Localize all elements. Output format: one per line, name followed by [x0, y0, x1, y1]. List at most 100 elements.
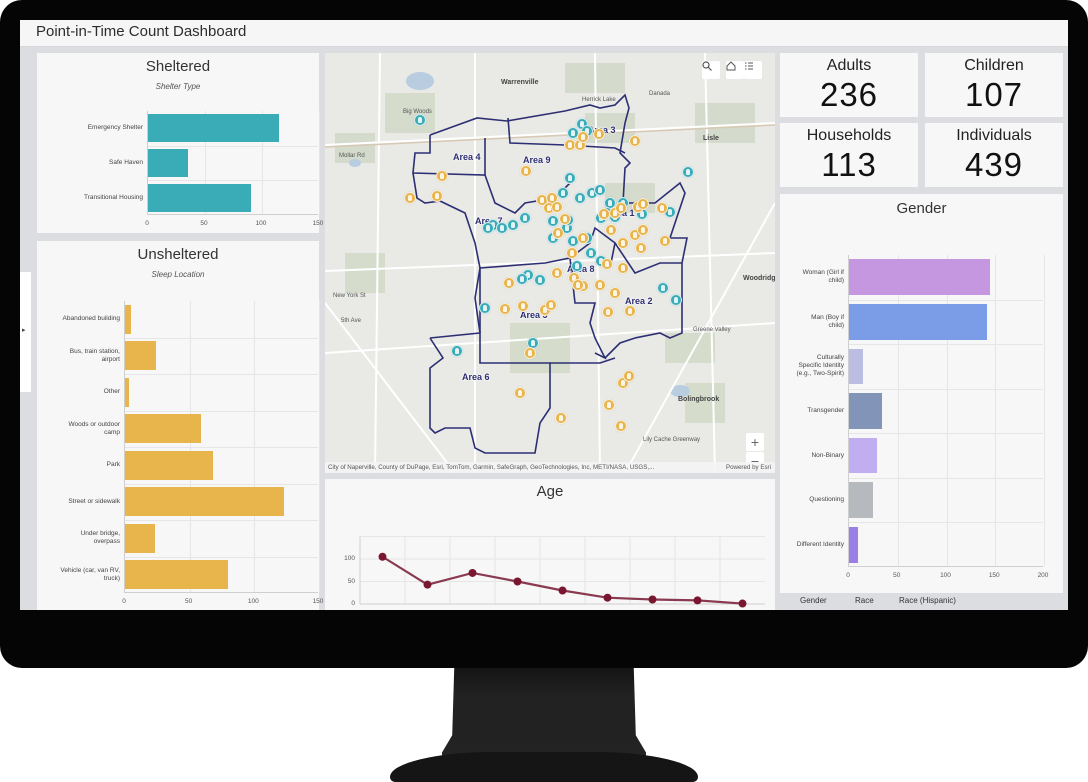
data-point[interactable] — [468, 568, 477, 577]
map-view[interactable]: Warrenville Lisle Woodridge Bolingbrook … — [325, 53, 775, 473]
unsheltered-marker[interactable] — [617, 237, 629, 249]
unsheltered-marker[interactable] — [436, 170, 448, 182]
unsheltered-marker[interactable] — [656, 202, 668, 214]
bar[interactable] — [849, 304, 988, 340]
shelter-marker[interactable] — [557, 187, 569, 199]
bar[interactable] — [125, 304, 132, 334]
unsheltered-marker[interactable] — [545, 299, 557, 311]
people-icon — [561, 190, 565, 196]
data-point[interactable] — [648, 595, 657, 604]
shelter-marker[interactable] — [594, 184, 606, 196]
unsheltered-marker[interactable] — [577, 232, 589, 244]
tab-race[interactable]: Race — [855, 596, 874, 605]
unsheltered-bar-chart: 0 50 100 150 Abandoned building Bus, train st… — [37, 293, 323, 610]
unsheltered-marker[interactable] — [629, 135, 641, 147]
unsheltered-marker[interactable] — [623, 370, 635, 382]
unsheltered-marker[interactable] — [404, 192, 416, 204]
bar[interactable] — [125, 560, 229, 590]
bar[interactable] — [125, 450, 213, 480]
unsheltered-marker[interactable] — [602, 306, 614, 318]
zoom-in-button[interactable]: + — [746, 433, 764, 451]
shelter-marker[interactable] — [547, 215, 559, 227]
unsheltered-marker[interactable] — [499, 303, 511, 315]
unsheltered-marker[interactable] — [559, 213, 571, 225]
unsheltered-marker[interactable] — [572, 279, 584, 291]
shelter-marker[interactable] — [571, 260, 583, 272]
unsheltered-marker[interactable] — [517, 300, 529, 312]
people-icon — [538, 277, 542, 283]
data-point[interactable] — [378, 552, 387, 561]
map-legend-button[interactable] — [744, 61, 762, 79]
shelter-marker[interactable] — [682, 166, 694, 178]
bar[interactable] — [125, 414, 202, 444]
side-panel-toggle[interactable]: ▸ — [20, 272, 31, 392]
unsheltered-marker[interactable] — [624, 305, 636, 317]
bar[interactable] — [125, 377, 129, 407]
shelter-marker[interactable] — [414, 114, 426, 126]
bar[interactable] — [148, 149, 188, 177]
unsheltered-marker[interactable] — [617, 262, 629, 274]
unsheltered-marker[interactable] — [601, 258, 613, 270]
tab-gender[interactable]: Gender — [800, 596, 827, 605]
unsheltered-marker[interactable] — [514, 387, 526, 399]
unsheltered-marker[interactable] — [635, 242, 647, 254]
data-point[interactable] — [738, 599, 747, 608]
unsheltered-marker[interactable] — [566, 247, 578, 259]
unsheltered-marker[interactable] — [577, 131, 589, 143]
kpi-adults-value: 236 — [819, 76, 879, 113]
grid-line — [849, 388, 1043, 390]
data-point[interactable] — [693, 596, 702, 605]
data-point[interactable] — [513, 577, 522, 586]
shelter-marker[interactable] — [534, 274, 546, 286]
bar[interactable] — [125, 341, 157, 371]
unsheltered-marker[interactable] — [603, 399, 615, 411]
unsheltered-marker[interactable] — [503, 277, 515, 289]
unsheltered-marker[interactable] — [605, 224, 617, 236]
unsheltered-marker[interactable] — [615, 202, 627, 214]
shelter-marker[interactable] — [482, 222, 494, 234]
shelter-marker[interactable] — [507, 219, 519, 231]
map-home-button[interactable] — [726, 61, 744, 79]
unsheltered-marker[interactable] — [551, 267, 563, 279]
unsheltered-marker[interactable] — [555, 412, 567, 424]
unsheltered-marker[interactable] — [637, 224, 649, 236]
shelter-marker[interactable] — [657, 282, 669, 294]
unsheltered-marker[interactable] — [659, 235, 671, 247]
powered-by-esri-link[interactable]: Powered by Esri — [725, 464, 771, 471]
shelter-marker[interactable] — [519, 212, 531, 224]
bar[interactable] — [148, 183, 251, 212]
map-search-button[interactable] — [702, 61, 720, 79]
unsheltered-marker[interactable] — [609, 287, 621, 299]
bar[interactable] — [849, 437, 878, 474]
bar[interactable] — [125, 523, 155, 553]
tab-race-hispanic[interactable]: Race (Hispanic) — [899, 596, 956, 605]
unsheltered-marker[interactable] — [593, 128, 605, 140]
bar[interactable] — [849, 393, 883, 429]
data-point[interactable] — [603, 593, 612, 602]
unsheltered-marker[interactable] — [524, 347, 536, 359]
shelter-marker[interactable] — [479, 302, 491, 314]
unsheltered-marker[interactable] — [615, 420, 627, 432]
unsheltered-marker[interactable] — [594, 279, 606, 291]
shelter-marker[interactable] — [564, 172, 576, 184]
person-icon — [563, 216, 567, 222]
shelter-marker[interactable] — [574, 192, 586, 204]
shelter-marker[interactable] — [451, 345, 463, 357]
bar[interactable] — [148, 114, 280, 143]
bar[interactable] — [849, 526, 858, 563]
bar[interactable] — [849, 348, 863, 385]
data-point[interactable] — [423, 580, 432, 589]
people-icon — [531, 340, 535, 346]
unsheltered-marker[interactable] — [520, 165, 532, 177]
unsheltered-marker[interactable] — [637, 198, 649, 210]
bar[interactable] — [125, 487, 285, 517]
shelter-marker[interactable] — [670, 294, 682, 306]
unsheltered-marker[interactable] — [431, 190, 443, 202]
unsheltered-marker[interactable] — [552, 227, 564, 239]
data-point[interactable] — [558, 586, 567, 595]
bar[interactable] — [849, 482, 874, 518]
shelter-marker[interactable] — [516, 273, 528, 285]
unsheltered-marker[interactable] — [551, 201, 563, 213]
shelter-marker[interactable] — [585, 247, 597, 259]
bar[interactable] — [849, 259, 991, 296]
